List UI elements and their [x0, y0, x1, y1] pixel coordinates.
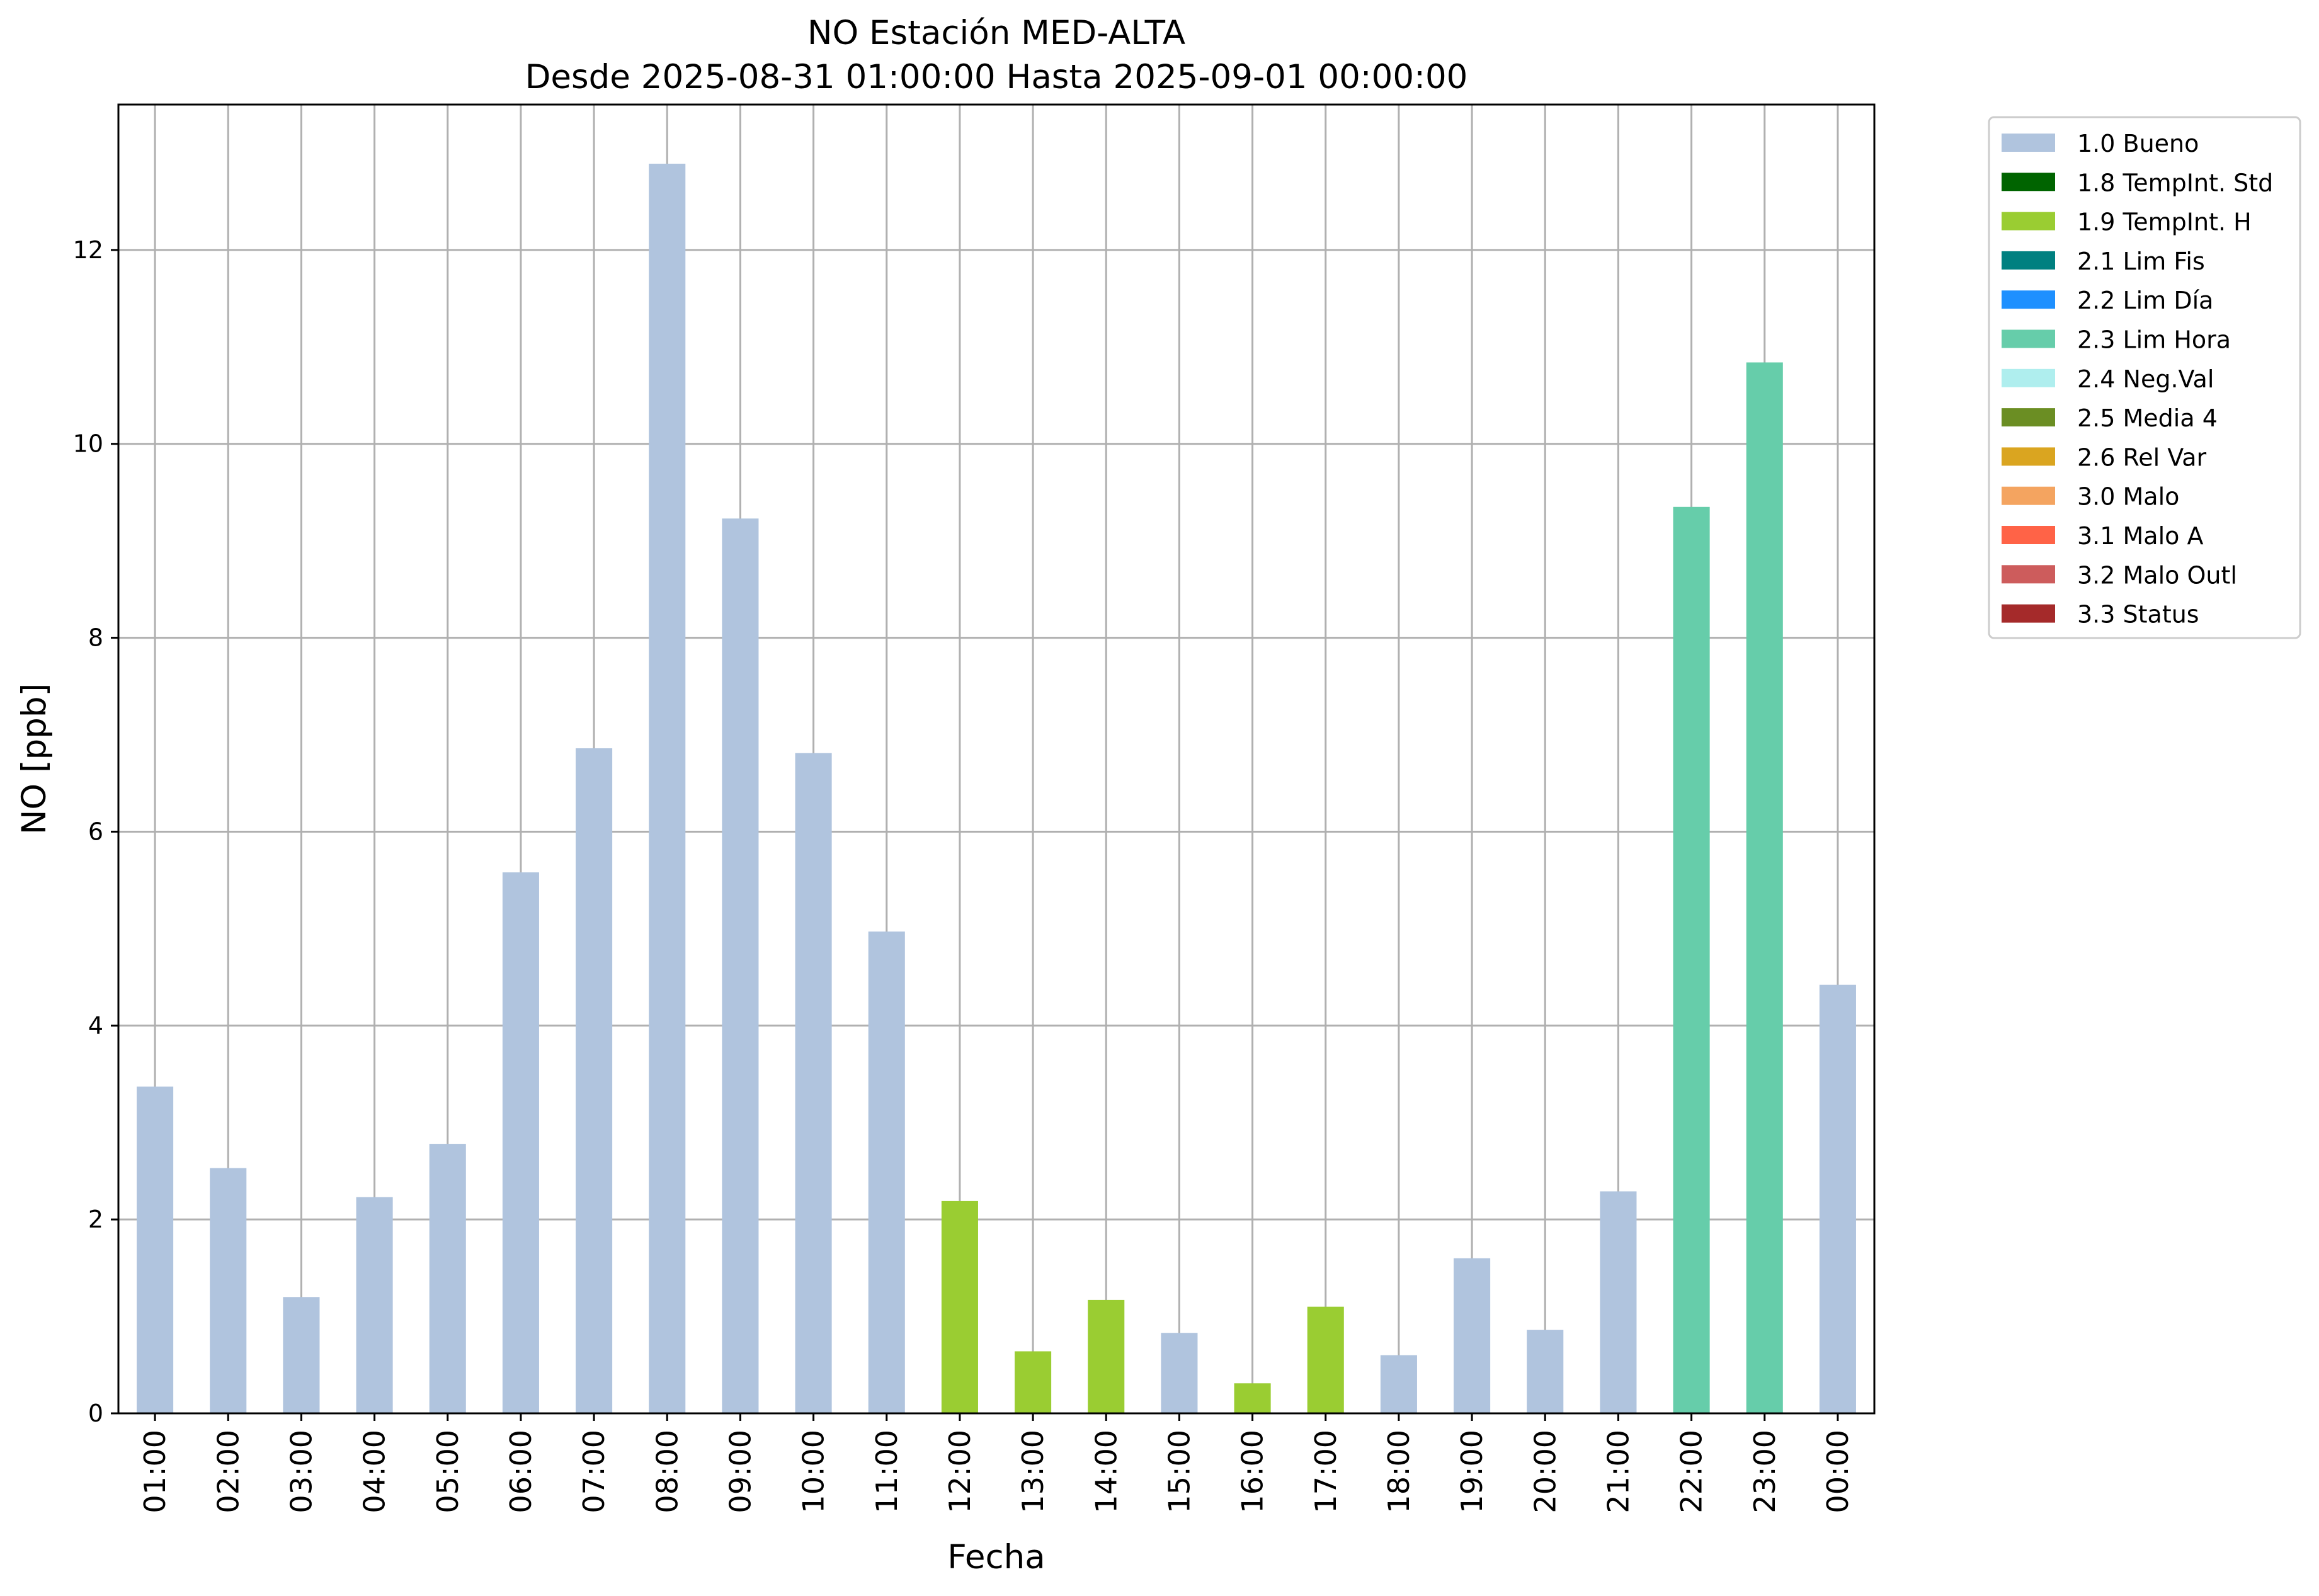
- bar-1600: [1234, 1383, 1271, 1413]
- legend-frame: [1988, 116, 2301, 639]
- x-tick-label: 06:00: [504, 1430, 538, 1513]
- bar-1400: [1088, 1299, 1125, 1413]
- y-axis-ticks: 0 2 4 6 8 10 12: [73, 236, 118, 1427]
- bar-1200: [941, 1200, 978, 1413]
- x-tick-label: 00:00: [1821, 1430, 1855, 1513]
- bar-0100: [137, 1086, 174, 1413]
- bar-0200: [210, 1168, 247, 1413]
- x-axis-ticks: 01:00 02:00 03:00 04:00 05:00 06:00 07:00 08:00…: [138, 1413, 1855, 1513]
- y-tick-label: 8: [88, 624, 103, 652]
- legend-entry-label: 2.2 Lim Día: [2077, 287, 2213, 314]
- bar-0800: [649, 163, 686, 1414]
- y-tick-label: 0: [88, 1399, 103, 1427]
- legend-swatch: [2002, 526, 2055, 544]
- y-tick-label: 2: [88, 1206, 103, 1233]
- legend-swatch: [2002, 134, 2055, 152]
- legend-entry-label: 2.3 Lim Hora: [2077, 326, 2231, 354]
- legend-swatch: [2002, 212, 2055, 231]
- x-tick-label: 12:00: [943, 1430, 977, 1513]
- x-tick-label: 22:00: [1675, 1430, 1709, 1513]
- bar-0600: [502, 872, 539, 1413]
- bar-1000: [795, 753, 832, 1413]
- bar-0900: [722, 518, 759, 1414]
- legend-entry-label: 1.8 TempInt. Std: [2077, 169, 2273, 197]
- y-tick-label: 10: [73, 430, 103, 458]
- bar-0000: [1819, 984, 1856, 1413]
- y-tick-label: 12: [73, 236, 103, 264]
- legend-entry-label: 3.2 Malo Outl: [2077, 561, 2237, 589]
- legend-swatch: [2002, 251, 2055, 270]
- x-tick-label: 07:00: [577, 1430, 611, 1513]
- legend-entry-label: 3.3 Status: [2077, 601, 2199, 629]
- bar-2100: [1600, 1191, 1637, 1413]
- x-tick-label: 05:00: [431, 1430, 465, 1513]
- chart-subtitle: Desde 2025-08-31 01:00:00 Hasta 2025-09-…: [525, 58, 1468, 96]
- plot-area-frame: [117, 103, 1876, 1415]
- legend-swatch: [2002, 447, 2055, 466]
- legend-entry-label: 1.9 TempInt. H: [2077, 208, 2252, 236]
- x-tick-label: 20:00: [1528, 1430, 1562, 1513]
- legend-swatch: [2002, 173, 2055, 191]
- bar-0500: [429, 1144, 466, 1413]
- x-tick-label: 09:00: [723, 1430, 757, 1513]
- x-tick-label: 01:00: [138, 1430, 172, 1513]
- y-tick-label: 6: [88, 818, 103, 845]
- legend-entry-label: 3.0 Malo: [2077, 483, 2179, 511]
- legend-entry-label: 2.6 Rel Var: [2077, 443, 2207, 471]
- x-tick-label: 18:00: [1382, 1430, 1416, 1513]
- x-tick-label: 21:00: [1601, 1430, 1635, 1513]
- bar-2000: [1527, 1330, 1564, 1413]
- x-tick-label: 23:00: [1748, 1430, 1782, 1513]
- legend-swatch: [2002, 368, 2055, 387]
- x-tick-label: 10:00: [797, 1430, 831, 1513]
- x-tick-label: 08:00: [650, 1430, 684, 1513]
- bar-1700: [1307, 1306, 1344, 1413]
- bar-0400: [356, 1197, 393, 1413]
- legend-entry-label: 3.1 Malo A: [2077, 522, 2203, 550]
- legend: 1.0 Bueno 1.8 TempInt. Std 1.9 TempInt. H 2…: [1988, 116, 2301, 639]
- legend-swatch: [2002, 290, 2055, 309]
- x-tick-label: 14:00: [1089, 1430, 1123, 1513]
- legend-entry-label: 2.4 Neg.Val: [2077, 365, 2214, 393]
- bars: [137, 163, 1856, 1414]
- x-tick-label: 19:00: [1455, 1430, 1489, 1513]
- bar-2200: [1673, 506, 1710, 1413]
- x-tick-label: 02:00: [211, 1430, 245, 1513]
- x-tick-label: 04:00: [358, 1430, 392, 1513]
- y-tick-label: 4: [88, 1012, 103, 1039]
- x-tick-label: 03:00: [284, 1430, 318, 1513]
- bar-1100: [868, 931, 905, 1413]
- legend-entry-label: 2.5 Media 4: [2077, 404, 2218, 432]
- bar-1500: [1161, 1333, 1198, 1413]
- bar-2300: [1746, 362, 1783, 1413]
- x-tick-label: 17:00: [1309, 1430, 1343, 1513]
- x-tick-label: 13:00: [1016, 1430, 1050, 1513]
- y-axis-label: NO [ppb]: [15, 683, 54, 835]
- legend-entry-label: 1.0 Bueno: [2077, 130, 2199, 157]
- legend-entry-label: 2.1 Lim Fis: [2077, 248, 2205, 275]
- legend-swatch: [2002, 408, 2055, 427]
- legend-swatch: [2002, 565, 2055, 584]
- legend-swatch: [2002, 604, 2055, 623]
- legend-swatch: [2002, 486, 2055, 505]
- bar-0300: [283, 1297, 320, 1413]
- x-tick-label: 11:00: [870, 1430, 904, 1513]
- bar-1800: [1380, 1355, 1417, 1413]
- bar-1300: [1015, 1351, 1052, 1413]
- x-tick-label: 15:00: [1162, 1430, 1196, 1513]
- legend-swatch: [2002, 329, 2055, 348]
- bar-1900: [1454, 1258, 1491, 1413]
- chart-title: NO Estación MED-ALTA: [807, 14, 1185, 52]
- x-axis-label: Fecha: [947, 1538, 1045, 1576]
- bar-0700: [576, 748, 613, 1413]
- x-tick-label: 16:00: [1236, 1430, 1270, 1513]
